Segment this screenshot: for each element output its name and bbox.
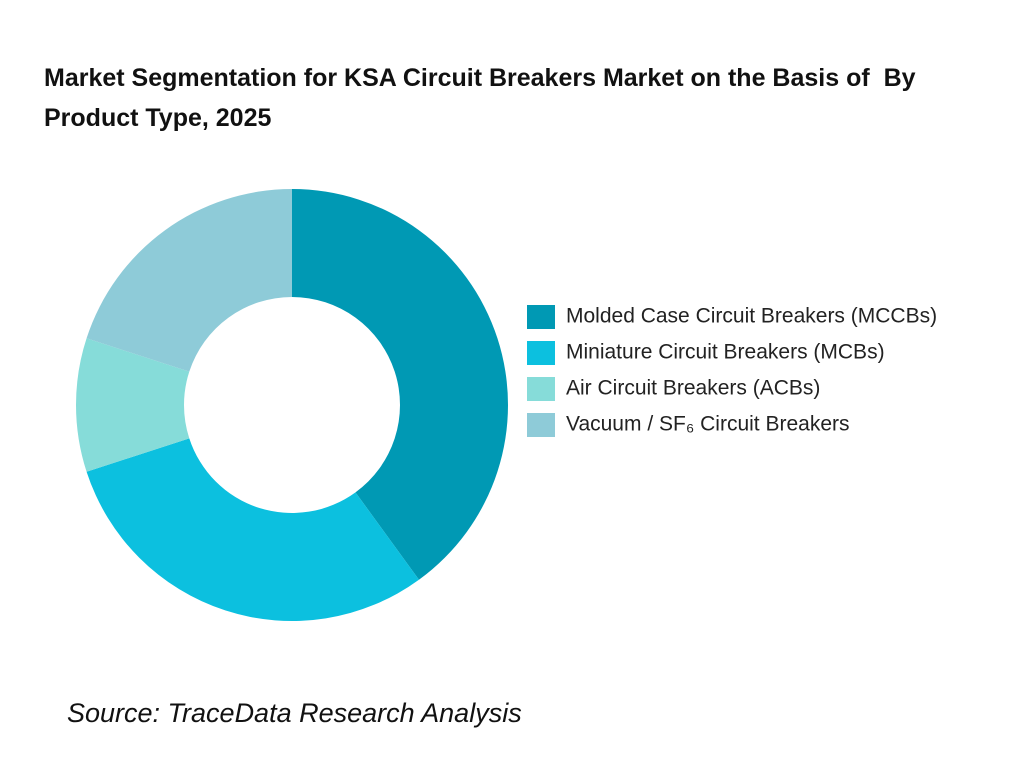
source-note: Source: TraceData Research Analysis bbox=[67, 698, 522, 728]
donut-slice bbox=[86, 189, 292, 372]
legend-label: Vacuum / SF₆ Circuit Breakers bbox=[566, 413, 850, 436]
chart-title: Market Segmentation for KSA Circuit Brea… bbox=[44, 64, 923, 132]
chart: Molded Case Circuit Breakers (MCCBs) Mini… bbox=[76, 189, 937, 621]
legend-swatch bbox=[527, 377, 555, 401]
legend-swatch bbox=[527, 305, 555, 329]
donut-slice bbox=[86, 438, 419, 621]
donut-slice bbox=[76, 338, 190, 472]
legend-label: Miniature Circuit Breakers (MCBs) bbox=[566, 341, 885, 364]
legend-label: Air Circuit Breakers (ACBs) bbox=[566, 377, 820, 400]
legend-swatch bbox=[527, 413, 555, 437]
legend-swatch bbox=[527, 341, 555, 365]
donut-slice bbox=[292, 189, 508, 580]
legend-label: Molded Case Circuit Breakers (MCCBs) bbox=[566, 305, 937, 328]
